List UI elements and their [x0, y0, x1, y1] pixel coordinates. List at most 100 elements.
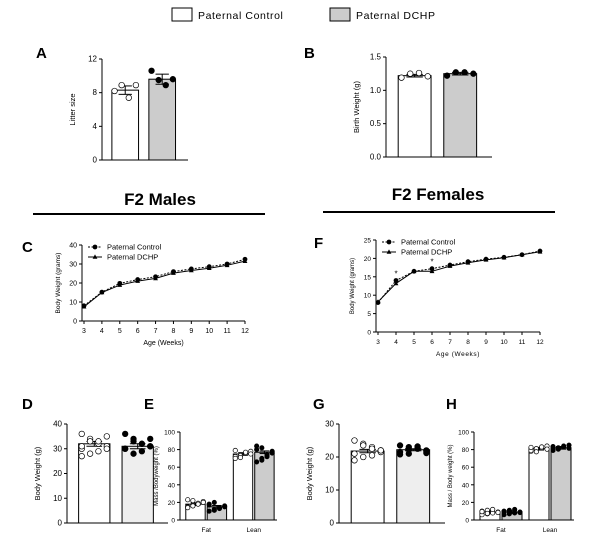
- bar: [397, 75, 432, 158]
- y-tick-label: 20: [462, 500, 470, 507]
- y-tick-label: 0: [73, 319, 77, 326]
- series-marker-dchp: [188, 267, 194, 273]
- series-marker-dchp: [99, 289, 105, 295]
- data-point: [264, 454, 270, 460]
- data-point: [132, 81, 140, 89]
- legend-label: Paternal DCHP: [401, 248, 452, 257]
- y-axis-label: Body Weight (g): [33, 446, 42, 500]
- series-marker-dchp: [483, 257, 489, 262]
- y-tick-label: 0: [330, 519, 335, 528]
- significance-mark: *: [430, 258, 433, 267]
- legend-swatch-control: [171, 7, 193, 22]
- series-line: [377, 251, 541, 303]
- x-axis-label: Age (Weeks): [436, 351, 480, 358]
- data-point: [479, 509, 485, 515]
- data-point: [185, 497, 191, 503]
- x-tick-label: 6: [430, 339, 434, 346]
- y-axis-label: Mass /Bodyweight (%): [154, 446, 160, 506]
- y-tick-label: 10: [69, 300, 77, 307]
- data-point: [232, 455, 238, 461]
- x-tick-label: 4: [394, 339, 398, 346]
- legend-label-control: Paternal Control: [198, 10, 283, 22]
- data-point: [566, 445, 572, 451]
- series-marker-control: [393, 278, 399, 283]
- series-marker-dchp: [135, 278, 141, 283]
- x-tick-label: 12: [241, 328, 249, 335]
- series-marker-dchp: [81, 304, 87, 309]
- data-point: [78, 453, 85, 460]
- data-point: [138, 448, 146, 455]
- y-tick-label: 4: [93, 122, 98, 131]
- y-tick-label: 100: [458, 430, 469, 437]
- x-axis-label: Age (Weeks): [143, 340, 183, 347]
- legend-swatch-dchp: [329, 7, 351, 22]
- x-tick-label: 4: [100, 328, 104, 335]
- data-point: [195, 501, 201, 507]
- data-point: [155, 76, 162, 84]
- data-point: [396, 442, 404, 449]
- x-tick-label: 5: [118, 328, 122, 335]
- x-tick-label: 3: [376, 339, 380, 346]
- data-point: [424, 73, 431, 80]
- series-line: [83, 260, 246, 308]
- data-point: [396, 451, 404, 458]
- x-tick-label: 9: [189, 328, 193, 335]
- y-tick-label: 30: [69, 262, 77, 269]
- panel-d: D 0 10 20 30 40 Body Weight (g): [22, 396, 168, 528]
- data-point: [259, 457, 265, 463]
- y-tick-label: 30: [325, 420, 334, 429]
- legend-label-dchp: Paternal DCHP: [356, 10, 436, 22]
- data-point: [148, 67, 155, 74]
- series-marker-dchp: [224, 262, 230, 268]
- y-tick-label: 20: [69, 281, 77, 288]
- x-tick-label: 7: [448, 339, 452, 346]
- x-tick-label: 8: [171, 328, 175, 335]
- legend-marker-control: [92, 244, 98, 250]
- data-point: [248, 451, 254, 457]
- y-tick-label: 40: [69, 243, 77, 250]
- data-point: [269, 450, 275, 456]
- series-marker-dchp: [393, 280, 399, 286]
- panel-letter: C: [22, 239, 33, 256]
- bar: [148, 78, 177, 161]
- data-point: [211, 499, 217, 505]
- y-tick-label: 100: [164, 430, 175, 437]
- data-point: [470, 70, 477, 77]
- data-point: [190, 498, 196, 504]
- data-point: [243, 449, 249, 455]
- bar: [443, 73, 478, 158]
- data-point: [407, 70, 414, 77]
- data-point: [452, 69, 459, 76]
- series-marker-dchp: [501, 255, 507, 260]
- data-point: [561, 443, 567, 449]
- panel-b: B 0.0 0.5 1.0 1.5 Birth Weight (g): [304, 45, 492, 162]
- legend-marker-dchp: [386, 249, 392, 254]
- x-tick-label: 10: [205, 328, 213, 335]
- y-axis-label: Body Weight (grams): [350, 258, 356, 314]
- data-point: [78, 443, 85, 450]
- data-point: [461, 69, 468, 76]
- data-point: [351, 437, 358, 444]
- data-point: [351, 450, 358, 457]
- y-tick-label: 10: [53, 494, 62, 503]
- panel-letter: G: [313, 396, 325, 413]
- data-point: [368, 445, 376, 452]
- data-point: [360, 453, 367, 461]
- data-point: [130, 450, 137, 457]
- legend-marker-dchp: [92, 254, 98, 259]
- panel-letter: F: [314, 235, 323, 252]
- y-tick-label: 1.5: [370, 53, 382, 62]
- panel-letter: B: [304, 45, 315, 62]
- x-tick-label: 11: [519, 339, 526, 346]
- data-point: [162, 81, 169, 89]
- data-point: [443, 72, 451, 79]
- data-point: [490, 506, 496, 512]
- data-point: [118, 81, 125, 89]
- data-point: [222, 504, 228, 510]
- y-tick-label: 20: [168, 500, 176, 507]
- data-point: [95, 448, 102, 455]
- y-tick-label: 0: [93, 156, 98, 165]
- panel-letter: D: [22, 396, 33, 413]
- data-point: [122, 445, 129, 452]
- panel-letter: E: [144, 396, 154, 413]
